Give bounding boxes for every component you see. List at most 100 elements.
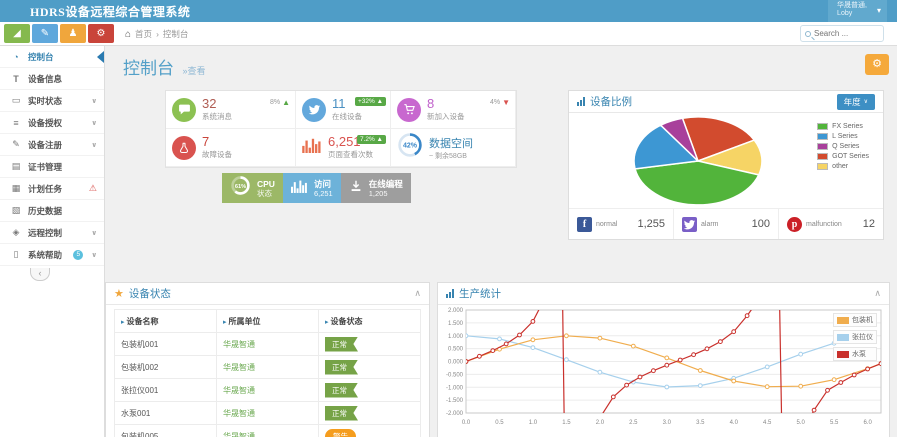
- twitter-icon: [682, 216, 697, 232]
- tile-online-programming[interactable]: 在线编程 1,205: [340, 173, 411, 203]
- device-status-title: 设备状态: [128, 288, 171, 300]
- svg-text:61%: 61%: [235, 184, 246, 190]
- tshirt-icon: ♟: [68, 28, 78, 39]
- sidebar-item-remote-control[interactable]: ◈ 远程控制 ∨: [0, 222, 104, 244]
- settings-button[interactable]: ⚙: [865, 54, 889, 75]
- line-chart-legend: 包装机 张拉仪 水泵: [833, 313, 877, 364]
- stat-info: 8 新加入设备: [427, 97, 465, 122]
- collapse-button[interactable]: ∧: [414, 288, 421, 298]
- chevron-down-icon: ▾: [876, 6, 881, 15]
- legend-label: FX Series: [832, 123, 863, 130]
- sort-arrow-icon: ▸: [325, 318, 329, 326]
- image-icon: ▧: [11, 205, 21, 215]
- device-status-header: ★ 设备状态 ∧: [106, 283, 429, 305]
- legend-item: Q Series: [817, 143, 869, 150]
- svg-text:0.000: 0.000: [448, 360, 464, 366]
- trend-value: 4%: [489, 99, 501, 106]
- column-header[interactable]: ▸ 设备状态: [318, 309, 421, 333]
- device-org-cell: 华晟智通: [216, 424, 319, 437]
- warning-icon: ⚠: [88, 183, 97, 193]
- sidebar-item-label: 设备注册: [28, 139, 63, 150]
- theme-quick-button[interactable]: ♟: [60, 24, 86, 43]
- table-row[interactable]: 包装机002 华晟智通 正常: [114, 355, 421, 379]
- table-row[interactable]: 包装机005 华晟智通 警告: [114, 424, 421, 437]
- sidebar-item-cert-manage[interactable]: ▤ 证书管理: [0, 156, 104, 178]
- top-bar: HDRS设备远程综合管理系统 华晟普通, Loby ▾: [0, 0, 897, 22]
- main-content: 控制台 »查看 ⚙ 32 系统消息 8% ▲ 11 在线设备 +32% ▲ 8 新加入设备 4% ▼…: [105, 46, 897, 437]
- device-status-cell: 正常: [318, 332, 421, 356]
- svg-text:5.0: 5.0: [797, 420, 806, 426]
- breadcrumb: ⌂ 首页 › 控制台: [125, 28, 188, 40]
- collapse-button[interactable]: ∧: [874, 288, 881, 298]
- tile-cpu[interactable]: 61% CPU 状态: [222, 173, 283, 203]
- sidebar-item-scheduled-tasks[interactable]: ▦ 计划任务 ⚠: [0, 178, 104, 200]
- tile-visits[interactable]: 访问 6,251: [282, 173, 341, 203]
- text-icon: T: [13, 73, 19, 84]
- summary-value: 12: [862, 218, 875, 230]
- sidebar-item-device-register[interactable]: ✎ 设备注册 ∨: [0, 134, 104, 156]
- chevron-down-icon: ∨: [91, 141, 97, 149]
- gear-icon: ⚙: [872, 58, 882, 70]
- device-ratio-panel: 设备比例 年度 ∨ FX Series L Series Q Series GOT S…: [568, 90, 884, 240]
- chevron-down-icon: ∨: [91, 119, 97, 127]
- breadcrumb-home[interactable]: 首页: [135, 29, 153, 39]
- status-badge: 警告: [325, 428, 356, 437]
- period-select-button[interactable]: 年度 ∨: [836, 93, 875, 110]
- sidebar-item-realtime-status[interactable]: ▭ 实时状态 ∨: [0, 90, 104, 112]
- bar-chart-icon: [290, 179, 308, 198]
- table-row[interactable]: 水泵001 华晟智通 正常: [114, 401, 421, 425]
- column-header[interactable]: ▸ 所属单位: [216, 309, 319, 333]
- table-row[interactable]: 包装机001 华晟智通 正常: [114, 332, 421, 356]
- svg-text:1.5: 1.5: [562, 420, 571, 426]
- svg-text:3.0: 3.0: [663, 420, 672, 426]
- status-badge: 正常: [325, 359, 358, 375]
- trend-value: 8%: [269, 99, 281, 106]
- sidebar-item-device-auth[interactable]: ≡ 设备授权 ∨: [0, 112, 104, 134]
- search-input[interactable]: [814, 29, 879, 38]
- chart-quick-button[interactable]: ◢: [4, 24, 30, 43]
- stat-label: 故障设备: [202, 150, 232, 159]
- table-row[interactable]: 张拉仪001 华晟智通 正常: [114, 378, 421, 402]
- sidebar-item-device-info[interactable]: T 设备信息: [0, 68, 104, 90]
- summary-value: 100: [751, 218, 770, 230]
- summary-label: alarm: [701, 220, 719, 228]
- production-stats-header: 生产统计 ∧: [438, 283, 889, 305]
- page-subtitle[interactable]: »查看: [182, 66, 206, 76]
- stat-value: 7: [202, 134, 210, 149]
- summary-label: malfunction: [806, 220, 842, 228]
- tile-line1: 在线编程: [368, 178, 403, 189]
- device-ratio-body: FX Series L Series Q Series GOT Series other: [569, 113, 883, 207]
- series-line-0: [466, 335, 881, 388]
- cart-icon: [397, 97, 421, 122]
- sidebar-collapse-handle[interactable]: ‹: [30, 268, 50, 281]
- app-title: HDRS设备远程综合管理系统: [30, 5, 191, 19]
- device-status-cell: 正常: [318, 401, 421, 425]
- svg-text:0.500: 0.500: [448, 347, 464, 353]
- settings-quick-button[interactable]: ⚙: [88, 24, 114, 43]
- device-org-cell: 华晟智通: [216, 355, 319, 379]
- device-name-cell: 包装机005: [114, 424, 217, 437]
- edit-quick-button[interactable]: ✎: [32, 24, 58, 43]
- svg-text:2.5: 2.5: [629, 420, 638, 426]
- sidebar-item-system-help[interactable]: ▯ 系统帮助 5 ∨: [0, 244, 104, 266]
- sidebar-item-dashboard[interactable]: ◔ 控制台: [0, 46, 104, 68]
- user-menu[interactable]: 华晟普通, Loby ▾: [828, 0, 887, 22]
- status-badge: 正常: [325, 382, 358, 398]
- svg-text:2.0: 2.0: [596, 420, 605, 426]
- svg-text:-0.500: -0.500: [446, 372, 464, 378]
- device-name-cell: 张拉仪001: [114, 378, 217, 402]
- home-icon[interactable]: ⌂: [125, 28, 132, 40]
- stat-label: 页面查看次数: [328, 150, 373, 159]
- stat-info: 6,251 页面查看次数: [328, 135, 373, 160]
- search-box: [800, 25, 884, 42]
- sidebar-item-label: 远程控制: [28, 227, 63, 238]
- legend-label: 包装机: [852, 317, 873, 324]
- user-name: Loby: [837, 10, 853, 17]
- legend-item: 水泵: [833, 347, 877, 361]
- production-chart-wrap: 2.000 1.500 1.000 0.500 0.000 -0.500 -1.000 -1.…: [438, 305, 889, 437]
- column-header[interactable]: ▸ 设备名称: [114, 309, 217, 333]
- stat-label: 新加入设备: [427, 112, 465, 121]
- stat-subtitle: ~ 剩余58GB: [429, 152, 467, 160]
- pie-slice-l-series: [633, 124, 700, 170]
- sidebar-item-history-data[interactable]: ▧ 历史数据: [0, 200, 104, 222]
